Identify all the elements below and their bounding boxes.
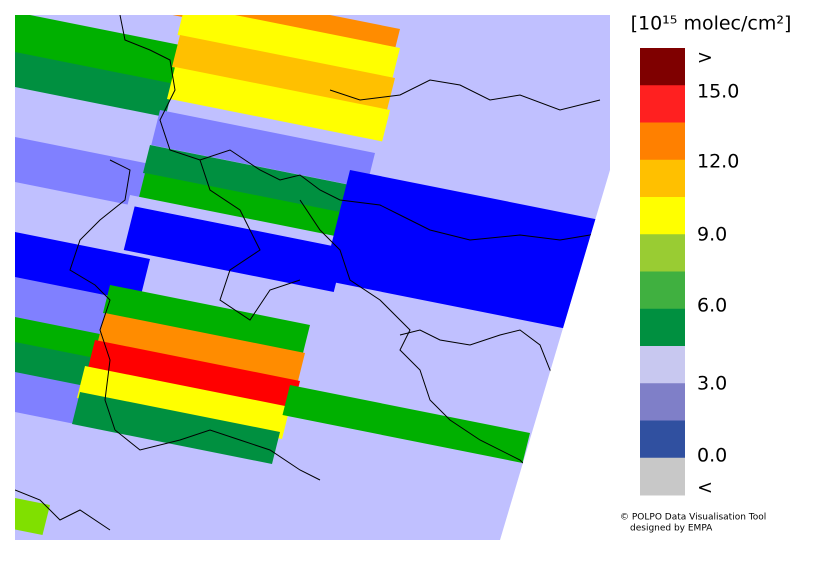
swath-band <box>282 385 530 463</box>
legend-title: [10¹⁵ molec/cm²] <box>631 13 792 35</box>
swath-band <box>15 225 150 304</box>
colorbar-segment <box>640 197 685 235</box>
swath-band <box>127 195 340 247</box>
swath-band <box>15 80 190 172</box>
swath-band <box>143 145 365 216</box>
swath-band <box>103 285 310 353</box>
footer-line2: designed by EMPA <box>630 524 713 534</box>
swath-band <box>177 15 400 78</box>
colorbar-label: > <box>697 47 713 69</box>
map <box>15 15 610 540</box>
footer-line1: © POLPO Data Visualisation Tool <box>620 513 766 523</box>
colorbar-segment <box>640 308 685 347</box>
colorbar-segment <box>640 234 685 272</box>
swath-band <box>123 205 345 292</box>
legend: [10¹⁵ molec/cm²] >15.0 12.0 9.0 6.0 3.0 0.0 < <box>631 13 792 499</box>
swath-band <box>137 173 355 245</box>
colorbar-label: 12.0 <box>697 151 739 173</box>
colorbar-segment <box>640 48 685 86</box>
colorbar-label: 9.0 <box>697 224 727 246</box>
swath-band <box>77 366 290 439</box>
colorbar-segment <box>640 383 685 421</box>
swath-band <box>15 405 150 479</box>
swath-band <box>15 130 190 217</box>
swath-band <box>15 498 50 535</box>
swath-band <box>322 170 610 334</box>
swath-band <box>172 35 395 110</box>
colorbar-segment <box>640 85 685 123</box>
swath-band <box>15 15 190 87</box>
colorbar-label: 0.0 <box>697 445 727 467</box>
colorbar-label: < <box>697 477 713 499</box>
colorbar-label: 6.0 <box>697 295 727 317</box>
colorbar-segment <box>640 457 685 496</box>
swath-band <box>87 340 300 413</box>
colorbar-segment <box>640 122 685 161</box>
colorbar-segment <box>640 159 685 198</box>
coastlines <box>15 15 610 531</box>
colorbar-segment <box>640 346 685 384</box>
colorbar-segment <box>640 271 685 310</box>
swath-band <box>151 110 375 188</box>
swath-band <box>97 313 305 383</box>
colorbar-segment <box>640 420 685 459</box>
swath-band <box>72 392 280 464</box>
swath-band <box>167 67 390 142</box>
colorbar-label: 15.0 <box>697 81 739 103</box>
colorbar-label: 3.0 <box>697 373 727 395</box>
swath-band <box>15 45 190 122</box>
